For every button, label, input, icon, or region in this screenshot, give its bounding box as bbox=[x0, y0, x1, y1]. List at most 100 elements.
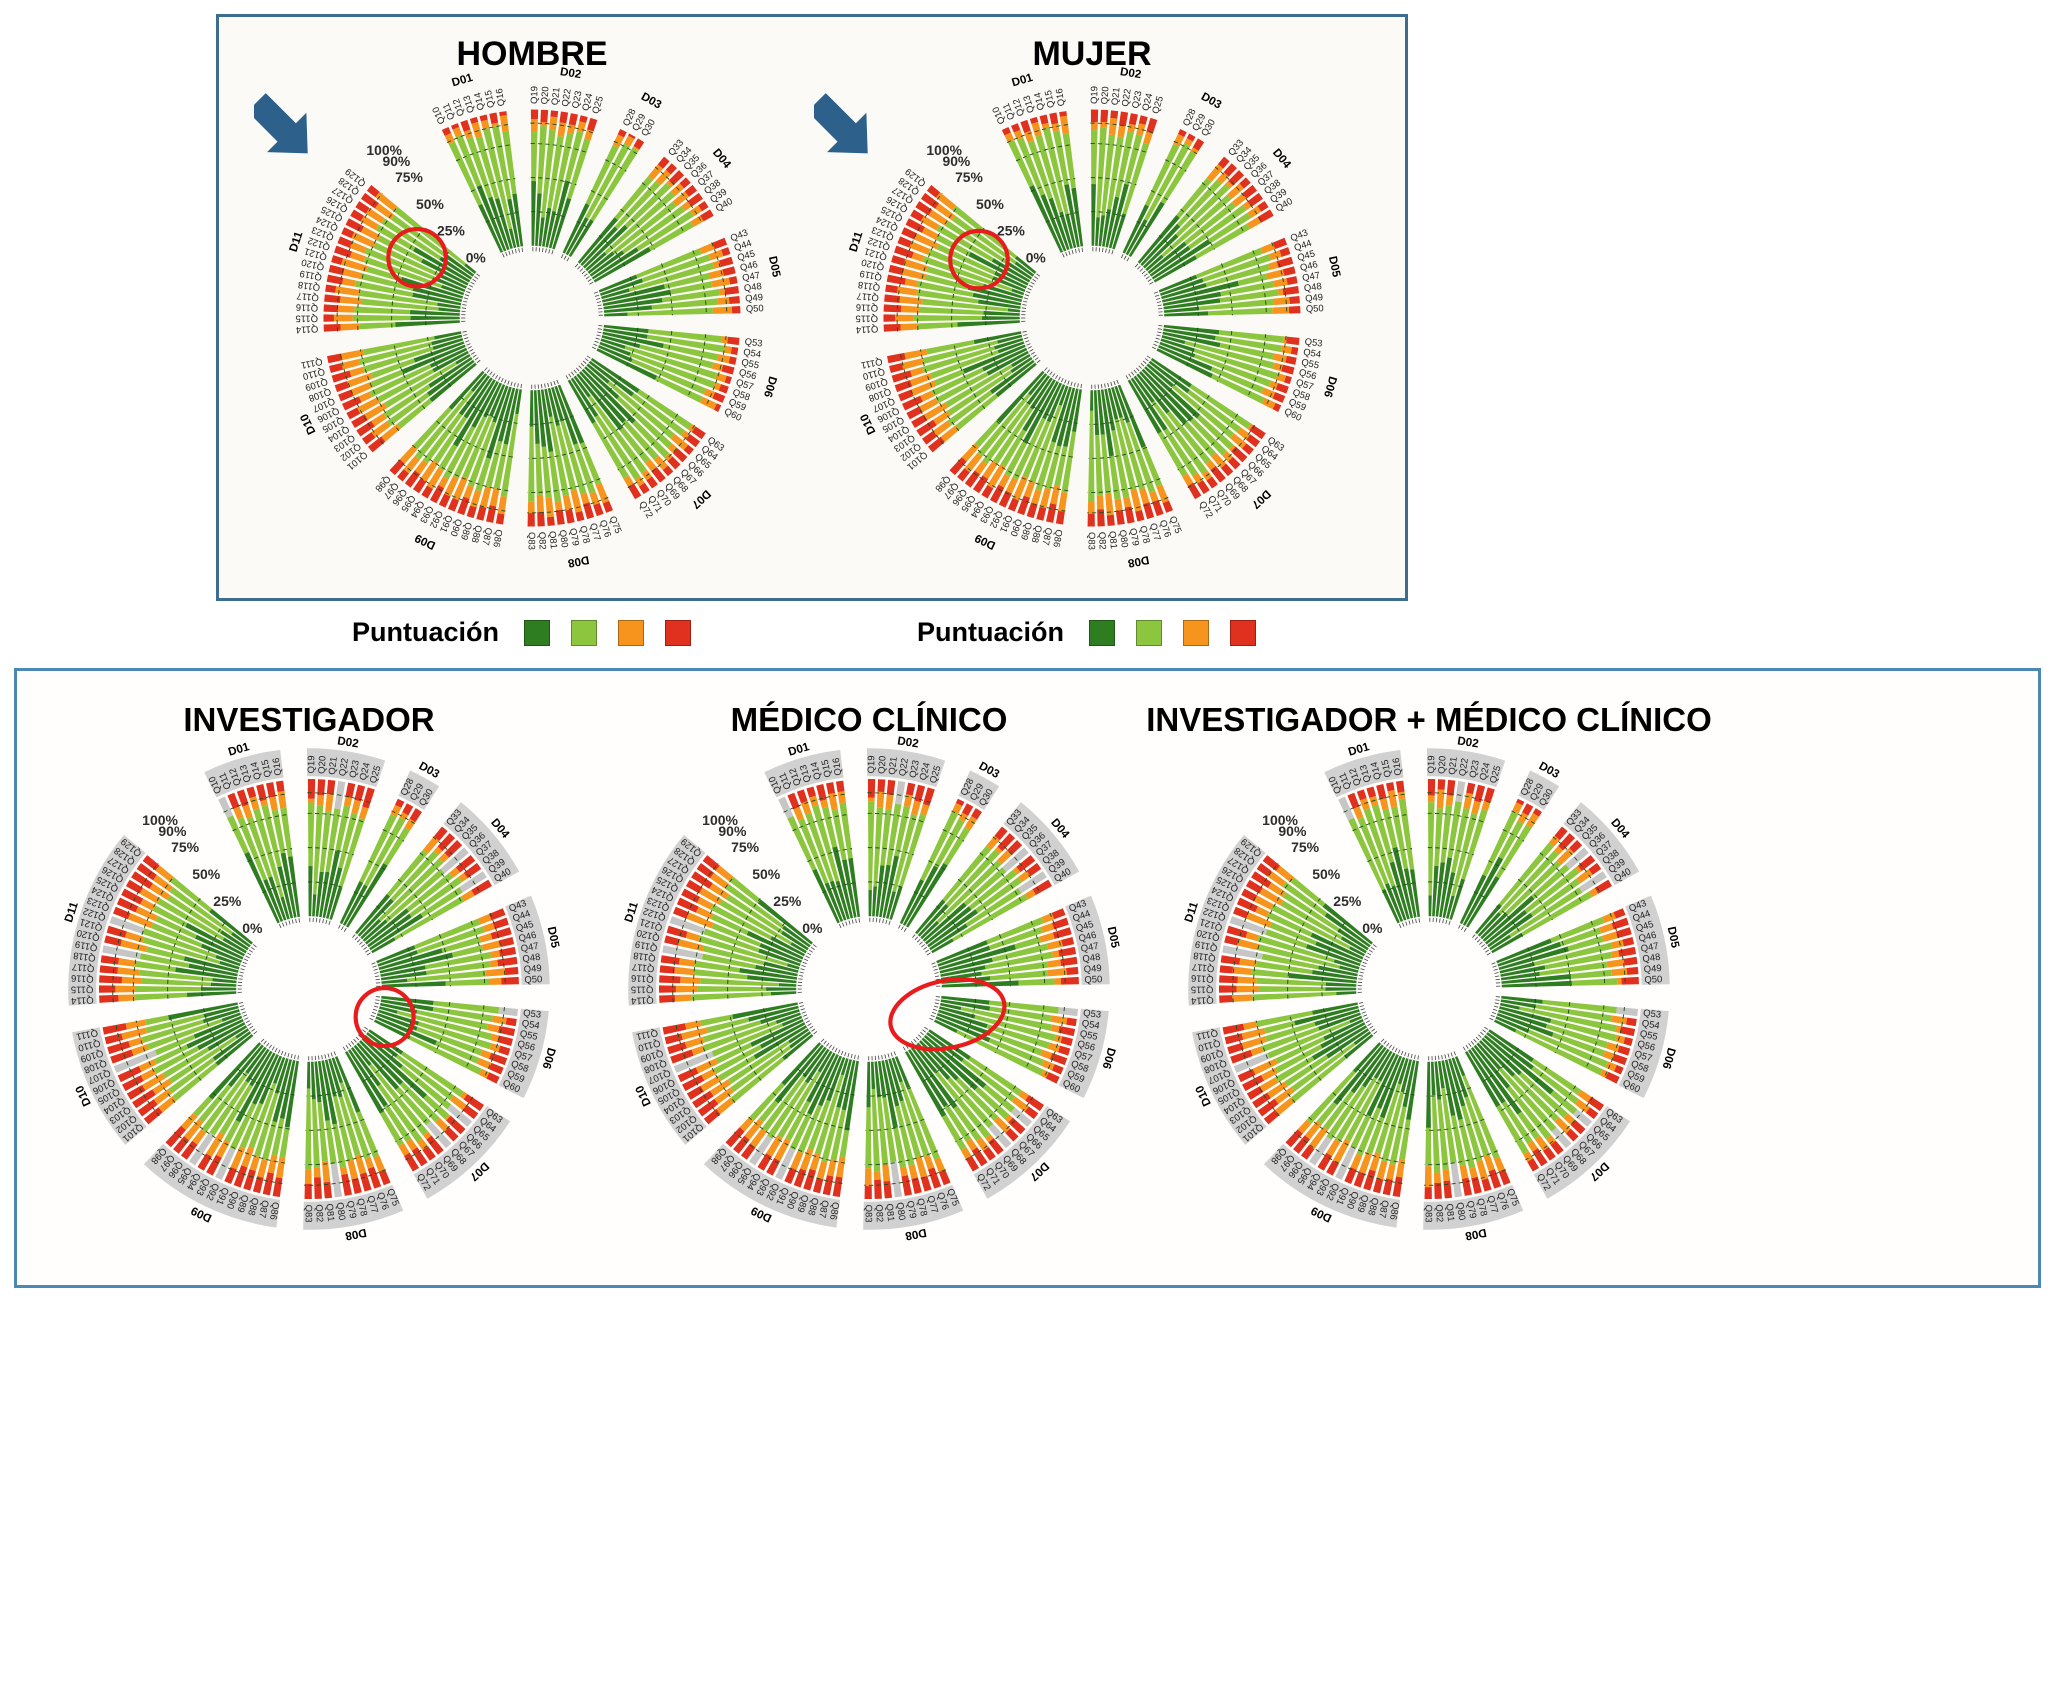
baseline-tick bbox=[470, 281, 475, 285]
bar-segment bbox=[333, 314, 353, 322]
gridline bbox=[748, 1116, 846, 1164]
domain-label: D10 bbox=[858, 412, 878, 436]
bar-segment bbox=[1338, 796, 1355, 821]
bar-segment bbox=[1305, 944, 1361, 967]
bar-segment bbox=[896, 286, 918, 296]
gridline bbox=[458, 395, 518, 424]
bar-segment bbox=[1372, 1177, 1384, 1194]
question-bar bbox=[275, 780, 301, 923]
baseline-tick bbox=[1036, 273, 1041, 277]
bar-segment bbox=[782, 1033, 814, 1061]
radial-tick-label: 25% bbox=[437, 223, 465, 239]
question-bar bbox=[371, 908, 506, 965]
question-bar bbox=[1126, 138, 1205, 262]
bar-segment bbox=[928, 209, 949, 226]
question-label: Q48 bbox=[1642, 952, 1661, 965]
bar-segment bbox=[778, 796, 794, 819]
bar-segment bbox=[378, 1169, 391, 1186]
baseline-tick bbox=[363, 946, 368, 950]
bar-segment bbox=[1567, 935, 1604, 952]
bar-segment bbox=[1257, 1098, 1279, 1117]
gridline bbox=[1343, 793, 1406, 813]
question-bar bbox=[685, 879, 812, 956]
gridline bbox=[530, 143, 588, 153]
bar-segment bbox=[1036, 506, 1047, 521]
question-label: Q111 bbox=[1195, 1027, 1219, 1042]
question-label: Q55 bbox=[740, 357, 760, 371]
question-bar bbox=[352, 826, 448, 939]
baseline-tick bbox=[1465, 1044, 1469, 1049]
bar-segment bbox=[279, 1060, 296, 1120]
question-bar bbox=[373, 1005, 513, 1046]
question-bar bbox=[252, 1053, 293, 1194]
bar-segment bbox=[1473, 1044, 1511, 1089]
baseline-tick bbox=[350, 1041, 355, 1045]
bar-segment bbox=[653, 455, 668, 471]
baseline-tick bbox=[923, 946, 928, 950]
bar-segment bbox=[1275, 1056, 1315, 1083]
bar-segment bbox=[1259, 1077, 1279, 1092]
question-label: Q15 bbox=[1380, 759, 1394, 779]
bar-segment bbox=[789, 1112, 812, 1151]
baseline-tick bbox=[463, 300, 468, 303]
bar-segment bbox=[1486, 1032, 1535, 1070]
bar-segment bbox=[1002, 847, 1029, 872]
baseline-tick bbox=[1110, 381, 1113, 387]
gridline bbox=[446, 124, 509, 143]
baseline-tick bbox=[249, 1025, 254, 1029]
baseline-tick bbox=[352, 934, 356, 939]
question-label: Q79 bbox=[1464, 1200, 1478, 1220]
baseline-tick bbox=[1081, 247, 1084, 252]
bar-segment bbox=[826, 1056, 846, 1102]
bar-segment bbox=[458, 375, 490, 416]
question-bar bbox=[323, 304, 466, 316]
bar-segment bbox=[1482, 895, 1535, 942]
baseline-tick bbox=[322, 919, 324, 924]
label-band bbox=[1426, 748, 1506, 788]
question-label: Q49 bbox=[523, 963, 542, 976]
bar-segment bbox=[836, 1156, 846, 1178]
bar-segment bbox=[1142, 233, 1179, 269]
question-bar bbox=[345, 1044, 428, 1167]
question-bar bbox=[1483, 862, 1602, 950]
bar-segment bbox=[1159, 278, 1204, 296]
question-label: Q49 bbox=[1643, 963, 1662, 976]
baseline-tick bbox=[1495, 999, 1500, 1001]
bar-segment bbox=[423, 1094, 450, 1120]
bar-segment bbox=[1100, 389, 1114, 457]
bar-segment bbox=[1266, 911, 1313, 937]
bar-segment bbox=[1480, 912, 1509, 940]
bar-segment bbox=[271, 809, 286, 854]
bar-segment bbox=[1045, 1071, 1060, 1084]
bar-segment bbox=[381, 981, 446, 988]
bar-segment bbox=[1531, 864, 1570, 900]
gridline bbox=[1585, 1005, 1605, 1069]
arrow-icon bbox=[814, 93, 868, 154]
bar-segment bbox=[1022, 379, 1056, 432]
bar-segment bbox=[324, 1059, 337, 1097]
bar-segment bbox=[466, 136, 493, 199]
bar-segment bbox=[390, 850, 439, 902]
bar-segment bbox=[1050, 1015, 1068, 1025]
domain-label: D04 bbox=[1270, 147, 1293, 171]
bar-segment bbox=[256, 784, 267, 802]
bar-segment bbox=[920, 920, 940, 940]
bar-segment bbox=[121, 976, 142, 984]
bar-segment bbox=[940, 425, 960, 443]
bar-segment bbox=[598, 345, 633, 363]
bar-segment bbox=[1294, 1005, 1359, 1026]
bar-segment bbox=[1498, 1009, 1548, 1029]
bar-segment bbox=[670, 183, 685, 197]
bar-segment bbox=[1272, 392, 1286, 403]
baseline-tick bbox=[932, 1008, 938, 1011]
bar-segment bbox=[567, 379, 596, 424]
question-bar bbox=[733, 1040, 827, 1154]
baseline-tick bbox=[915, 1036, 920, 1041]
bar-segment bbox=[947, 390, 993, 426]
baseline-tick bbox=[469, 349, 474, 352]
bar-segment bbox=[1602, 912, 1617, 923]
bar-segment bbox=[99, 965, 118, 974]
bar-segment bbox=[1040, 922, 1055, 933]
bar-segment bbox=[1135, 510, 1145, 522]
label-band bbox=[306, 748, 386, 788]
